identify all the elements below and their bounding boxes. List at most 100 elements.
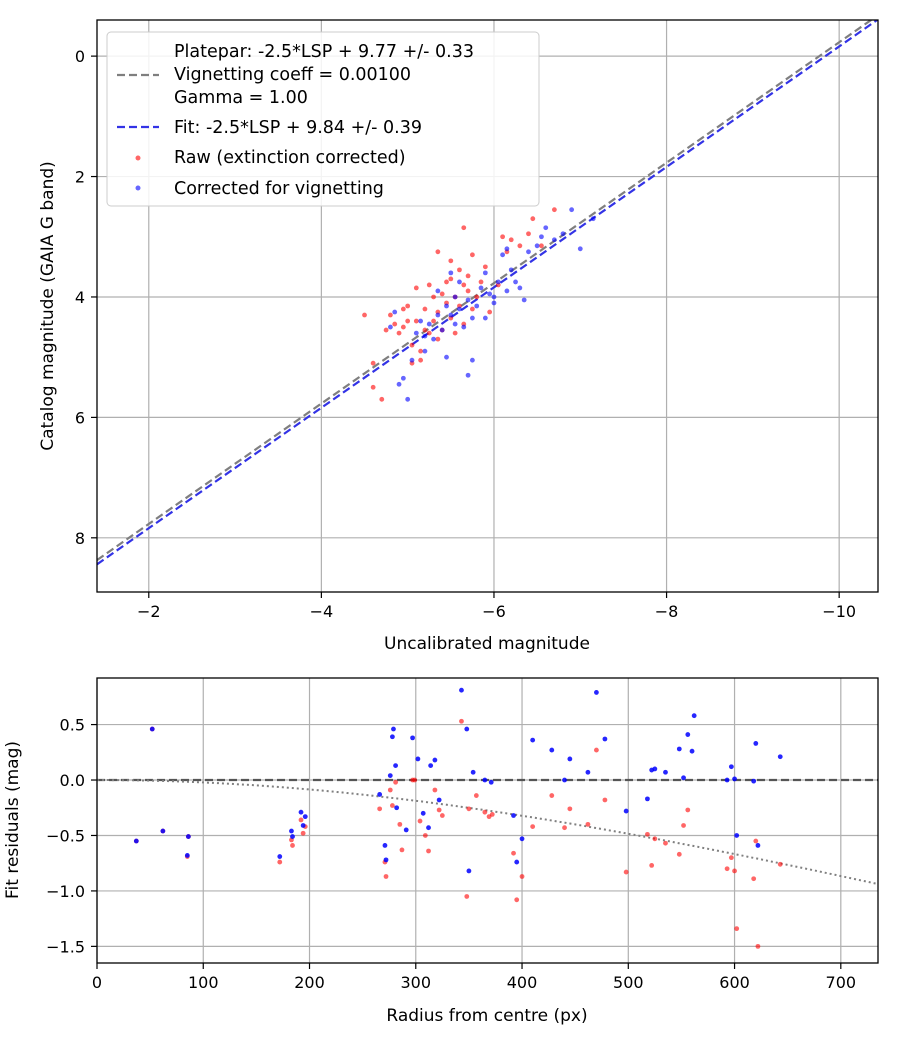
- corrected-point: [461, 324, 467, 330]
- top-axis-ticks: −2 −4 −6 −8 −10 0 2 4 6 8: [75, 47, 856, 621]
- corrected-point: [560, 231, 566, 237]
- raw-residual-point: [290, 843, 295, 848]
- corrected-residual-point: [387, 773, 393, 778]
- corrected-point: [482, 270, 488, 276]
- raw-point: [435, 336, 441, 342]
- bottom-x-tick-label: 100: [188, 973, 219, 992]
- corrected-residual-point: [549, 747, 555, 753]
- raw-residual-point: [530, 824, 536, 829]
- corrected-point: [491, 294, 497, 300]
- raw-point: [435, 249, 441, 255]
- bottom-y-tick-label: 0.5: [60, 716, 85, 735]
- corrected-residual-point: [415, 756, 421, 762]
- corrected-residual-point: [623, 808, 629, 814]
- corrected-residual-point: [732, 776, 737, 782]
- corrected-residual-point: [751, 778, 757, 784]
- corrected-residual-point: [436, 797, 442, 803]
- corrected-point: [465, 372, 471, 378]
- corrected-residual-point: [594, 690, 599, 695]
- corrected-residual-point: [519, 836, 525, 842]
- raw-residual-point: [417, 818, 423, 824]
- corrected-point: [457, 279, 462, 285]
- corrected-point: [452, 321, 458, 327]
- corrected-residual-point: [459, 687, 464, 693]
- legend-raw-marker: [135, 155, 141, 161]
- top-y-tick-label: 4: [75, 288, 85, 307]
- corrected-residual-point: [689, 748, 695, 754]
- vignetting-curve: [97, 779, 878, 885]
- raw-point: [482, 264, 488, 270]
- raw-residual-point: [652, 836, 658, 842]
- corrected-residual-point: [652, 766, 658, 772]
- corrected-residual-point: [382, 843, 388, 848]
- corrected-point: [577, 246, 583, 252]
- top-x-tick-label: −6: [482, 602, 506, 621]
- bottom-plot-frame: [96, 677, 879, 964]
- raw-residual-point: [777, 861, 783, 867]
- raw-residual-point: [514, 897, 520, 903]
- raw-residual-point: [594, 747, 599, 753]
- raw-residual-point: [397, 821, 403, 827]
- raw-point: [448, 258, 454, 264]
- raw-residual-point: [466, 806, 472, 812]
- bottom-x-tick-label: 300: [401, 973, 432, 992]
- corrected-residual-point: [514, 859, 520, 865]
- corrected-residual-point: [753, 741, 759, 746]
- corrected-residual-point: [377, 792, 383, 797]
- bottom-y-tick-label: 0.0: [60, 771, 85, 790]
- top-scatter-points: [362, 207, 596, 402]
- corrected-residual-point: [585, 769, 591, 775]
- raw-point: [530, 216, 536, 222]
- corrected-residual-point: [488, 779, 494, 785]
- raw-residual-point: [426, 848, 431, 854]
- corrected-point: [448, 270, 454, 276]
- raw-point: [478, 279, 484, 285]
- raw-residual-point: [298, 817, 304, 823]
- raw-residual-point: [549, 793, 555, 798]
- corrected-residual-point: [728, 764, 734, 770]
- raw-point: [405, 303, 411, 309]
- raw-residual-point: [519, 874, 525, 879]
- corrected-point: [457, 306, 462, 312]
- bottom-y-tick-label: −0.5: [46, 826, 85, 845]
- corrected-point: [495, 279, 501, 285]
- raw-residual-point: [511, 850, 516, 856]
- raw-point: [461, 225, 467, 231]
- corrected-point: [422, 348, 428, 354]
- corrected-point: [539, 234, 544, 240]
- raw-residual-point: [567, 806, 573, 812]
- raw-residual-point: [489, 812, 495, 817]
- raw-residual-point: [389, 803, 395, 808]
- corrected-point: [396, 381, 402, 387]
- raw-residual-point: [377, 806, 383, 812]
- corrected-residual-point: [391, 726, 396, 732]
- corrected-residual-point: [470, 769, 476, 775]
- raw-point: [461, 282, 467, 288]
- raw-residual-point: [649, 863, 655, 868]
- corrected-point: [392, 309, 398, 315]
- corrected-point: [418, 318, 424, 324]
- corrected-point: [388, 324, 393, 330]
- corrected-point: [465, 297, 471, 303]
- raw-residual-point: [663, 840, 668, 846]
- corrected-residual-point: [645, 796, 650, 802]
- corrected-point: [491, 300, 497, 306]
- raw-point: [383, 327, 389, 333]
- corrected-residual-point: [777, 754, 783, 760]
- raw-residual-point: [383, 874, 389, 879]
- corrected-residual-point: [724, 777, 730, 783]
- raw-residual-point: [300, 830, 306, 836]
- corrected-point: [534, 243, 540, 249]
- legend-entry-vignetting: Vignetting coeff = 0.00100: [174, 65, 411, 85]
- corrected-point: [487, 291, 493, 297]
- corrected-residual-point: [298, 809, 304, 815]
- corrected-residual-point: [394, 805, 400, 811]
- corrected-residual-point: [691, 713, 697, 719]
- bottom-scatter-points: [133, 687, 783, 949]
- raw-point: [422, 306, 428, 312]
- top-y-tick-label: 6: [75, 408, 85, 427]
- raw-point: [500, 234, 506, 240]
- corrected-point: [474, 303, 480, 309]
- top-x-tick-label: −2: [137, 602, 161, 621]
